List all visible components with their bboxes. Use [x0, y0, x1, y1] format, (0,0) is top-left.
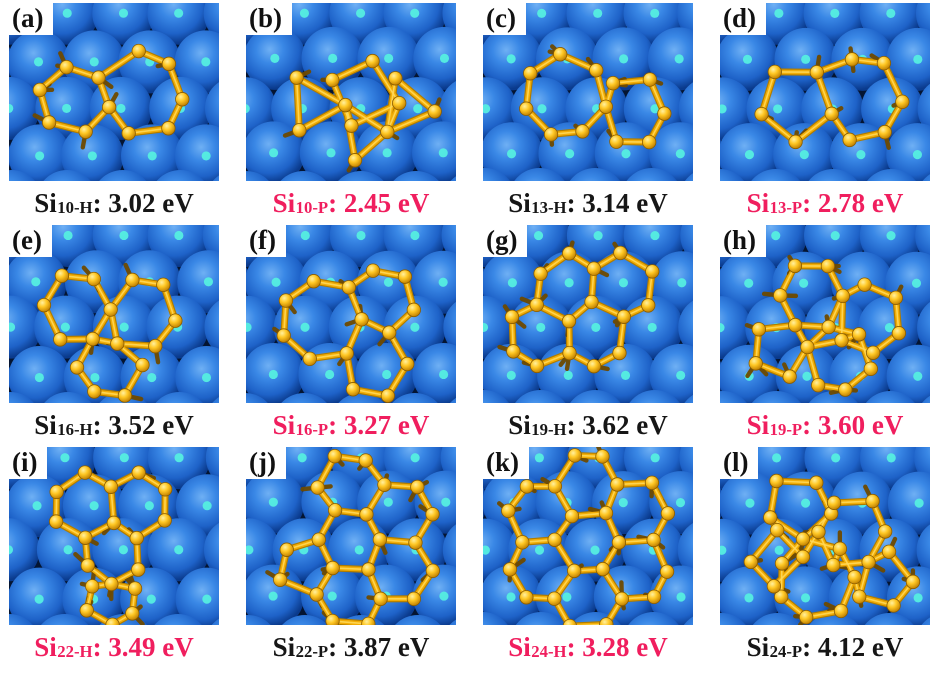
- panel-letter: (c): [483, 3, 526, 36]
- panel-image: (h): [720, 225, 930, 403]
- substrate-cluster-rendering: [9, 447, 219, 625]
- caption-species: Si: [272, 631, 296, 662]
- substrate-cluster-rendering: [483, 447, 693, 625]
- panel-image: (d): [720, 3, 930, 181]
- panel-letter: (k): [483, 447, 529, 480]
- caption-energy: : 2.45 eV: [328, 187, 430, 218]
- caption-species: Si: [508, 409, 531, 440]
- panel-caption: Si 10-P: 2.45 eV: [272, 187, 430, 218]
- panel-image: (c): [483, 3, 693, 181]
- panel-caption: Si 24-P: 4.12 eV: [746, 631, 904, 662]
- caption-species: Si: [746, 187, 770, 218]
- figure-panel: (d) Si 13-P: 2.78 eV: [720, 3, 930, 225]
- caption-energy: : 3.02 eV: [92, 187, 194, 218]
- figure-panel: (j) Si 22-P: 3.87 eV: [246, 447, 456, 669]
- caption-species: Si: [34, 631, 57, 662]
- figure-panel: (g) Si 19-H: 3.62 eV: [483, 225, 693, 447]
- figure-panel: (l) Si 24-P: 4.12 eV: [720, 447, 930, 669]
- caption-species: Si: [508, 631, 531, 662]
- caption-energy: : 3.60 eV: [802, 409, 904, 440]
- panel-letter: (h): [720, 225, 766, 258]
- substrate-cluster-rendering: [246, 3, 456, 181]
- panel-letter: (g): [483, 225, 528, 258]
- caption-species: Si: [34, 409, 57, 440]
- panel-caption: Si 19-H: 3.62 eV: [508, 409, 668, 440]
- substrate-cluster-rendering: [720, 225, 930, 403]
- panel-image: (e): [9, 225, 219, 403]
- figure-panel: (e) Si 16-H: 3.52 eV: [9, 225, 219, 447]
- panel-letter: (f): [246, 225, 286, 258]
- figure-panel: (b) Si 10-P: 2.45 eV: [246, 3, 456, 225]
- substrate-cluster-rendering: [246, 447, 456, 625]
- panel-caption: Si 24-H: 3.28 eV: [508, 631, 668, 662]
- panel-letter: (e): [9, 225, 52, 258]
- panel-letter: (d): [720, 3, 766, 36]
- panel-image: (k): [483, 447, 693, 625]
- figure-panel: (h) Si 19-P: 3.60 eV: [720, 225, 930, 447]
- caption-species: Si: [508, 187, 531, 218]
- panel-letter: (j): [246, 447, 286, 480]
- panel-image: (i): [9, 447, 219, 625]
- panel-letter: (b): [246, 3, 292, 36]
- panel-caption: Si 10-H: 3.02 eV: [34, 187, 194, 218]
- panel-letter: (l): [720, 447, 759, 480]
- substrate-cluster-rendering: [9, 3, 219, 181]
- panel-image: (g): [483, 225, 693, 403]
- caption-energy: : 3.52 eV: [92, 409, 194, 440]
- panel-image: (f): [246, 225, 456, 403]
- caption-energy: : 3.28 eV: [566, 631, 668, 662]
- caption-species: Si: [746, 409, 770, 440]
- figure-panel: (c) Si 13-H: 3.14 eV: [483, 3, 693, 225]
- caption-energy: : 3.62 eV: [566, 409, 668, 440]
- panel-image: (a): [9, 3, 219, 181]
- panel-image: (j): [246, 447, 456, 625]
- caption-species: Si: [272, 409, 296, 440]
- caption-species: Si: [272, 187, 296, 218]
- caption-energy: : 4.12 eV: [802, 631, 904, 662]
- panel-caption: Si 22-P: 3.87 eV: [272, 631, 430, 662]
- panel-letter: (a): [9, 3, 54, 36]
- caption-energy: : 3.14 eV: [566, 187, 668, 218]
- caption-energy: : 2.78 eV: [802, 187, 904, 218]
- panel-caption: Si 16-H: 3.52 eV: [34, 409, 194, 440]
- panel-caption: Si 19-P: 3.60 eV: [746, 409, 904, 440]
- panel-caption: Si 13-P: 2.78 eV: [746, 187, 904, 218]
- caption-energy: : 3.49 eV: [92, 631, 194, 662]
- caption-energy: : 3.27 eV: [328, 409, 430, 440]
- figure-panel: (i) Si 22-H: 3.49 eV: [9, 447, 219, 669]
- panel-caption: Si 13-H: 3.14 eV: [508, 187, 668, 218]
- panel-letter: (i): [9, 447, 48, 480]
- caption-species: Si: [34, 187, 57, 218]
- panel-caption: Si 16-P: 3.27 eV: [272, 409, 430, 440]
- figure-panel: (f) Si 16-P: 3.27 eV: [246, 225, 456, 447]
- panel-image: (b): [246, 3, 456, 181]
- figure-panel: (k) Si 24-H: 3.28 eV: [483, 447, 693, 669]
- panel-caption: Si 22-H: 3.49 eV: [34, 631, 194, 662]
- panel-image: (l): [720, 447, 930, 625]
- figure-panel: (a) Si 10-H: 3.02 eV: [9, 3, 219, 225]
- caption-energy: : 3.87 eV: [328, 631, 430, 662]
- caption-species: Si: [746, 631, 770, 662]
